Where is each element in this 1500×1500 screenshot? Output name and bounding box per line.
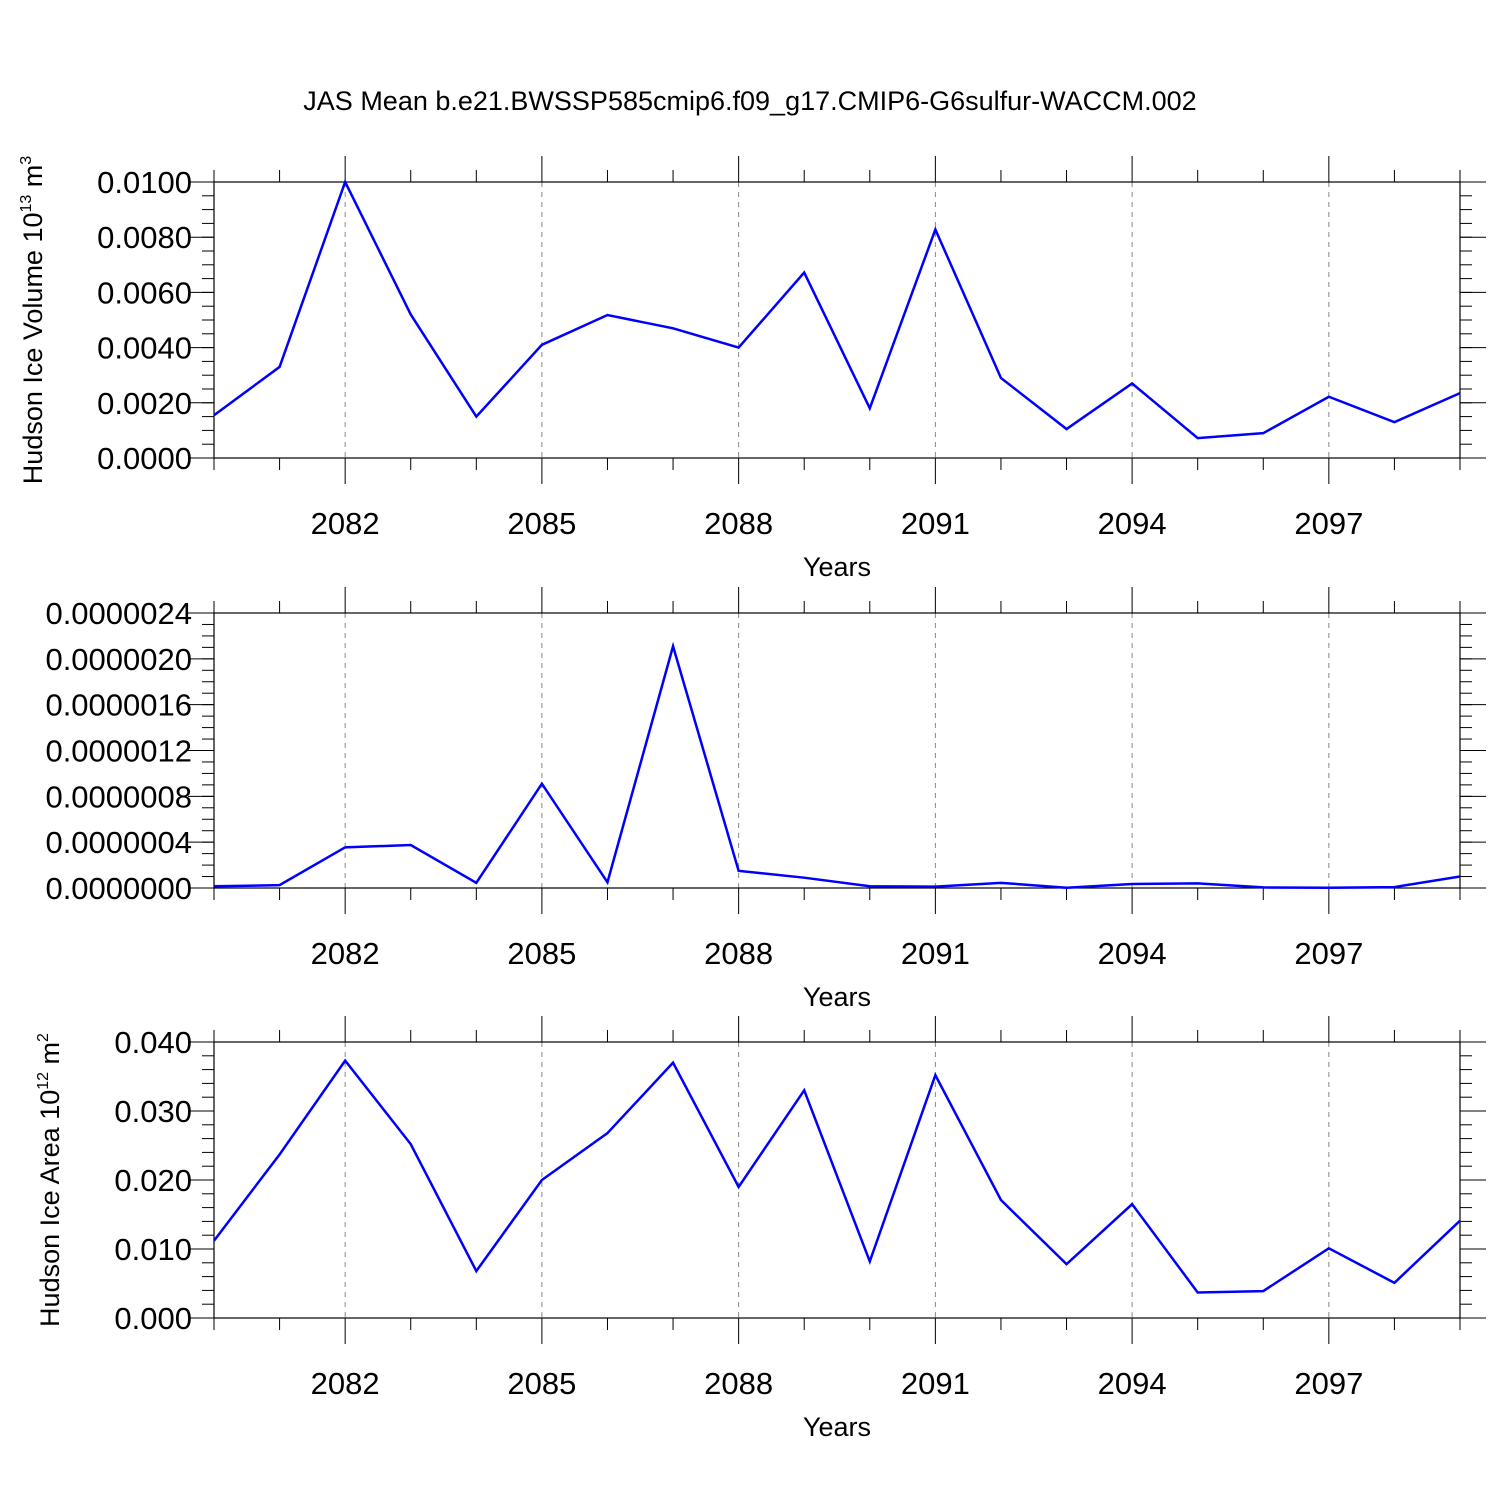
- x-axis-title: Years: [803, 1412, 871, 1442]
- y-axis-title-superscript: 2: [35, 1033, 52, 1042]
- x-tick-label: 2082: [311, 936, 380, 971]
- y-tick-label: 0.0100: [97, 165, 192, 200]
- x-tick-label: 2094: [1098, 1366, 1167, 1401]
- x-tick-label: 2082: [311, 506, 380, 541]
- plot-frame: [213, 612, 1461, 889]
- x-tick-label: 2091: [901, 506, 970, 541]
- x-tick-label: 2097: [1294, 506, 1363, 541]
- x-tick-label: 2088: [704, 936, 773, 971]
- x-tick-label: 2088: [704, 506, 773, 541]
- x-tick-label: 2085: [507, 1366, 576, 1401]
- series-line: [213, 641, 1461, 890]
- x-tick-label: 2085: [507, 506, 576, 541]
- x-tick-label: 2091: [901, 936, 970, 971]
- y-tick-label: 0.000: [114, 1301, 192, 1336]
- y-axis-title-superscript: 13: [18, 195, 35, 213]
- figure-title: JAS Mean b.e21.BWSSP585cmip6.f09_g17.CMI…: [303, 86, 1196, 116]
- y-tick-label: 0.0000000: [45, 871, 192, 906]
- panel-1: 0.0000 0.0020 0.0040 0.0060 0.0080 0.0100 2082…: [18, 156, 1486, 582]
- series-line: [213, 1058, 1461, 1294]
- y-axis-title-superscript: 3: [18, 156, 35, 165]
- y-axis-title: Hudson Ice Area 1012 m2: [35, 1033, 65, 1327]
- y-axis-title-part: Hudson Ice Volume 10: [18, 213, 48, 485]
- y-tick-label: 0.0000008: [45, 779, 192, 814]
- y-tick-label: 0.0000004: [45, 825, 192, 860]
- y-tick-label: 0.0020: [97, 386, 192, 421]
- y-tick-label: 0.0080: [97, 220, 192, 255]
- y-axis-title-superscript: 12: [35, 1072, 52, 1090]
- x-axis-title: Years: [803, 552, 871, 582]
- x-tick-label: 2097: [1294, 936, 1363, 971]
- y-tick-label: 0.0000: [97, 441, 192, 476]
- x-tick-label: 2091: [901, 1366, 970, 1401]
- plot-frame: [213, 1041, 1461, 1319]
- plot-frame: [213, 181, 1461, 459]
- x-tick-label: 2082: [311, 1366, 380, 1401]
- panel-3: 0.000 0.010 0.020 0.030 0.040 2082 2085 2088 209…: [35, 1016, 1486, 1442]
- y-tick-label: 0.0000020: [45, 642, 192, 677]
- panel-2: 0.0000000 0.0000004 0.0000008 0.0000012 0.00…: [45, 587, 1486, 1012]
- x-tick-label: 2088: [704, 1366, 773, 1401]
- x-tick-label: 2094: [1098, 506, 1167, 541]
- y-axis-title-part: m: [35, 1042, 65, 1072]
- y-tick-label: 0.0000024: [45, 596, 192, 631]
- y-axis-title: Hudson Ice Volume 1013 m3: [18, 156, 48, 484]
- y-tick-label: 0.0040: [97, 331, 192, 366]
- x-tick-label: 2085: [507, 936, 576, 971]
- x-tick-label: 2094: [1098, 936, 1167, 971]
- series-line: [213, 178, 1461, 440]
- y-tick-label: 0.030: [114, 1094, 192, 1129]
- y-axis-title-part: m: [18, 165, 48, 195]
- y-tick-label: 0.0000016: [45, 688, 192, 723]
- x-axis-title: Years: [803, 982, 871, 1012]
- y-axis-title-part: Hudson Ice Area 10: [35, 1090, 65, 1327]
- y-tick-label: 0.0000012: [45, 734, 192, 769]
- y-tick-label: 0.040: [114, 1025, 192, 1060]
- y-tick-label: 0.010: [114, 1232, 192, 1267]
- y-tick-label: 0.020: [114, 1163, 192, 1198]
- plots: 0.0000 0.0020 0.0040 0.0060 0.0080 0.0100 2082…: [18, 156, 1486, 1442]
- x-tick-label: 2097: [1294, 1366, 1363, 1401]
- y-tick-label: 0.0060: [97, 275, 192, 310]
